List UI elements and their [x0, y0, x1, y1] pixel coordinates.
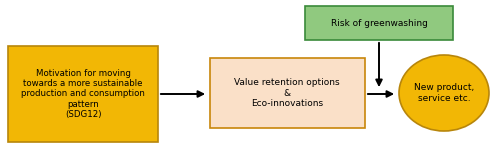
Text: Value retention options
&
Eco-innovations: Value retention options & Eco-innovation…: [234, 78, 340, 108]
Ellipse shape: [399, 55, 489, 131]
Text: New product,
service etc.: New product, service etc.: [414, 83, 474, 103]
FancyBboxPatch shape: [305, 6, 453, 40]
FancyBboxPatch shape: [8, 46, 158, 142]
FancyBboxPatch shape: [210, 58, 365, 128]
Text: Motivation for moving
towards a more sustainable
production and consumption
patt: Motivation for moving towards a more sus…: [21, 69, 145, 119]
Text: Risk of greenwashing: Risk of greenwashing: [330, 19, 428, 28]
